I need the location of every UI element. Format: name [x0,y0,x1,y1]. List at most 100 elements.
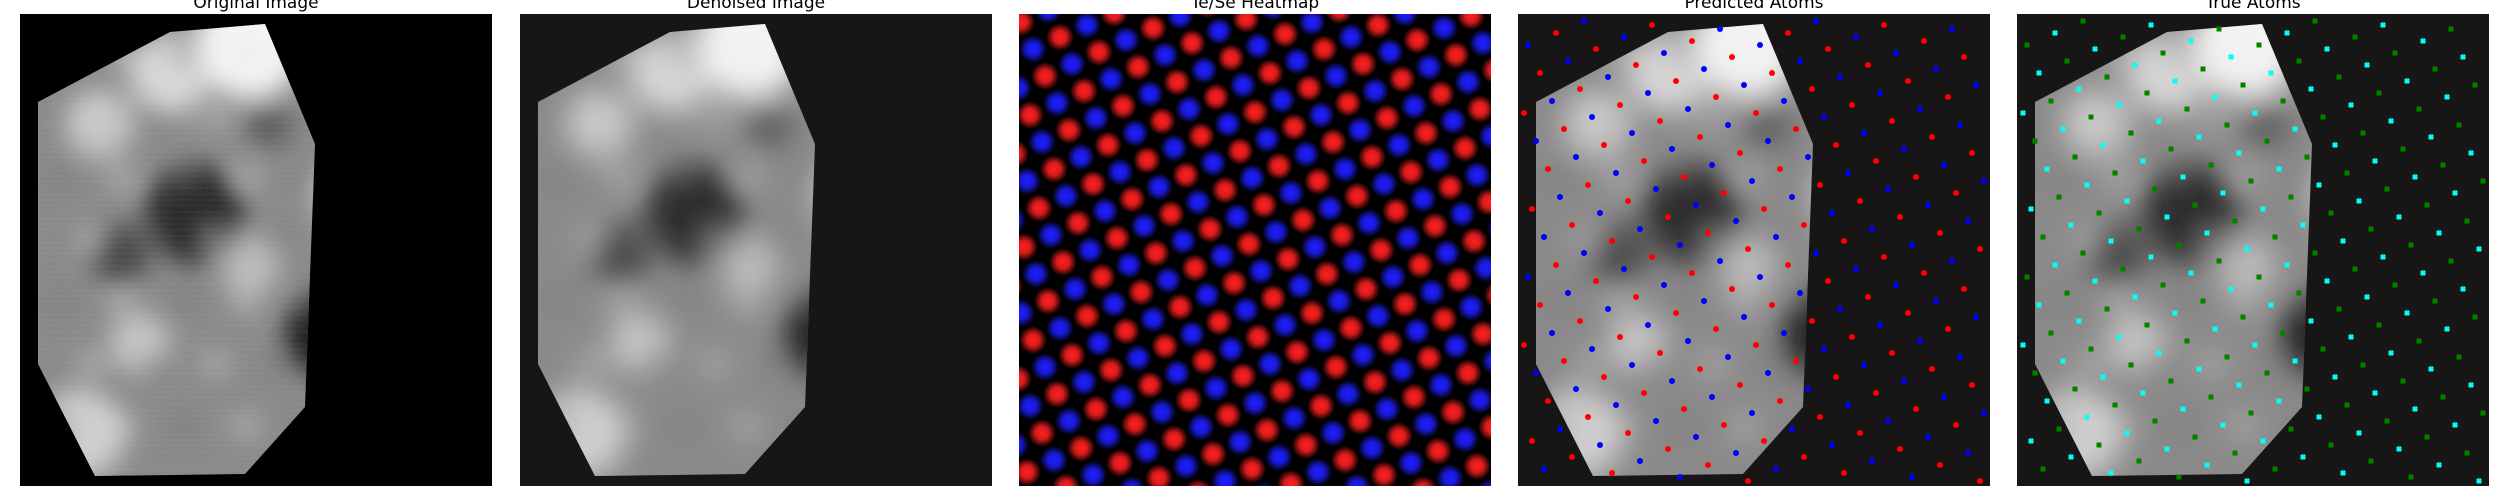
true-atom-marker-b [2320,346,2326,352]
true-atom-marker-b [2320,114,2326,120]
te-blob [1271,20,1299,48]
predicted-te-marker [1817,414,1823,420]
true-atom-marker-b [2064,290,2070,296]
se-blob [1172,452,1200,480]
se-blob [1391,14,1419,27]
true-atom-marker-b [2384,186,2390,192]
true-atom-marker-a [2244,478,2250,484]
true-atom-marker-a [2188,270,2194,276]
te-blob [1466,95,1491,123]
true-atom-marker-a [2116,102,2122,108]
te-blob [1049,248,1077,276]
true-atom-marker-a [2060,126,2066,132]
se-blob [1043,89,1071,117]
true-atom-marker-b [2432,66,2438,72]
se-blob [1166,14,1194,30]
predicted-te-marker [1753,342,1759,348]
predicted-te-marker [1721,190,1727,196]
predicted-se-marker [1885,186,1891,192]
te-blob [1334,89,1362,117]
true-atom-marker-b [2272,234,2278,240]
true-atom-marker-b [2464,218,2470,224]
true-atom-marker-b [2472,82,2478,88]
se-blob [1316,194,1344,222]
predicted-se-marker [1789,194,1795,200]
te-blob [1214,401,1242,429]
true-atom-marker-b [2128,130,2134,136]
predicted-se-marker [1709,162,1715,168]
true-atom-marker-a [2268,70,2274,76]
true-atom-marker-b [2072,386,2078,392]
se-blob [1364,302,1392,330]
panel-predicted-atoms: Predicted Atoms [1518,0,1990,486]
true-atom-marker-b [2080,18,2086,24]
predicted-te-marker [1577,86,1583,92]
predicted-te-marker [1897,446,1903,452]
predicted-se-marker [1933,298,1939,304]
true-atom-marker-b [2256,42,2262,48]
true-atom-marker-b [2280,98,2286,104]
predicted-se-marker [1605,74,1611,80]
te-blob [1058,341,1086,369]
predicted-te-marker [1833,142,1839,148]
se-blob [1091,197,1119,225]
te-blob [1151,332,1179,360]
se-blob [1358,434,1386,462]
true-atom-marker-b [2256,274,2262,280]
se-blob [1187,413,1215,441]
true-atom-marker-b [2392,50,2398,56]
predicted-te-marker [1537,70,1543,76]
predicted-te-marker [1521,110,1527,116]
se-blob [1046,314,1074,342]
se-blob [1301,233,1329,261]
te-blob [1187,122,1215,150]
se-blob [1019,299,1035,327]
predicted-se-marker [1773,234,1779,240]
true-atom-marker-b [2304,386,2310,392]
true-atom-marker-a [2316,182,2322,188]
predicted-se-marker [1717,26,1723,32]
te-blob [1148,107,1176,135]
true-atom-marker-b [2088,114,2094,120]
se-blob [1184,188,1212,216]
se-blob [1022,260,1050,288]
predicted-te-marker [1553,30,1559,36]
se-blob [1295,365,1323,393]
te-blob [1127,278,1155,306]
te-blob [1235,230,1263,258]
panel-title: Te/Se Heatmap [1190,0,1320,13]
predicted-se-marker [1909,474,1915,480]
predicted-se-marker [1613,402,1619,408]
se-blob [1058,50,1086,78]
predicted-se-marker [1893,282,1899,288]
predicted-te-marker [1857,198,1863,204]
true-atom-marker-b [2160,282,2166,288]
te-blob [1202,83,1230,111]
predicted-se-marker [1669,378,1675,384]
predicted-te-marker [1665,214,1671,220]
predicted-se-marker [1541,466,1547,472]
true-atom-marker-a [2380,22,2386,28]
se-blob [1433,239,1461,267]
predicted-te-marker [1961,286,1967,292]
se-blob [1115,251,1143,279]
true-atom-marker-a [2308,318,2314,324]
predicted-se-marker [1813,18,1819,24]
predicted-se-marker [1741,314,1747,320]
te-blob [1382,197,1410,225]
se-blob [1034,14,1062,24]
predicted-te-marker [1673,78,1679,84]
true-atom-marker-a [2364,62,2370,68]
se-blob [1343,473,1371,486]
predicted-te-marker [1705,462,1711,468]
predicted-te-marker [1937,230,1943,236]
predicted-te-marker [1761,438,1767,444]
predicted-te-marker [1649,254,1655,260]
se-blob [1394,224,1422,252]
true-atom-marker-a [2140,158,2146,164]
predicted-se-marker [1869,458,1875,464]
se-blob [1094,422,1122,450]
true-atom-marker-b [2400,378,2406,384]
true-atom-marker-b [2032,138,2038,144]
predicted-te-marker [1641,390,1647,396]
